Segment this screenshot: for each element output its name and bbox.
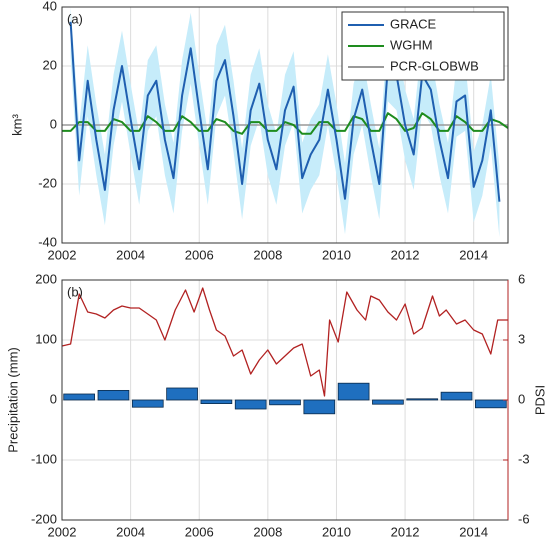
x-tick-label: 2004 [116,524,145,539]
y2-tick-label: 3 [518,331,525,346]
bar [337,382,370,401]
legend-label: PCR-GLOBWB [390,58,479,73]
panel-label: (b) [67,284,83,299]
bar [303,399,336,415]
y-tick-label: 20 [43,57,57,72]
series-line [62,112,509,135]
pdsi-line [61,287,508,397]
bar [269,399,301,406]
axes-box [61,6,509,244]
y-tick-label: -40 [38,234,57,249]
x-tick-label: 2002 [48,247,77,262]
y-tick-label: -200 [31,511,57,526]
y-tick-label: 0 [50,391,57,406]
bar [406,398,439,401]
x-tick-label: 2012 [391,247,420,262]
bar [234,399,267,410]
x-tick-label: 2006 [185,524,214,539]
y-tick-label: -20 [38,175,57,190]
y2-tick-label: -6 [518,511,530,526]
y-axis-label: km³ [9,114,24,136]
y2-tick-label: 6 [518,271,525,286]
x-tick-label: 2008 [253,524,282,539]
y2-tick-label: -3 [518,451,530,466]
y-tick-label: 200 [35,271,57,286]
x-tick-label: 2004 [116,247,145,262]
y-tick-label: 40 [43,0,57,13]
x-tick-label: 2010 [322,247,351,262]
bar [440,391,473,401]
y2-axis-label: PDSI [532,385,547,415]
bar [97,389,130,401]
x-tick-label: 2010 [322,524,351,539]
y-tick-label: 0 [50,116,57,131]
bar [63,393,95,401]
x-tick-label: 2002 [48,524,77,539]
bar [475,399,507,409]
legend-label: WGHM [390,37,433,52]
legend-label: GRACE [390,16,437,31]
bar [200,399,233,404]
y-axis-label: Precipitation (mm) [5,347,20,452]
series-line [69,21,501,202]
bar [372,399,404,405]
bar [131,399,164,408]
x-tick-label: 2012 [391,524,420,539]
panel-label: (a) [67,11,83,26]
x-tick-label: 2014 [459,247,488,262]
y2-tick-label: 0 [518,391,525,406]
x-tick-label: 2008 [253,247,282,262]
x-tick-label: 2006 [185,247,214,262]
y-tick-label: -100 [31,451,57,466]
bar [166,387,198,401]
y-tick-label: 100 [35,331,57,346]
x-tick-label: 2014 [459,524,488,539]
